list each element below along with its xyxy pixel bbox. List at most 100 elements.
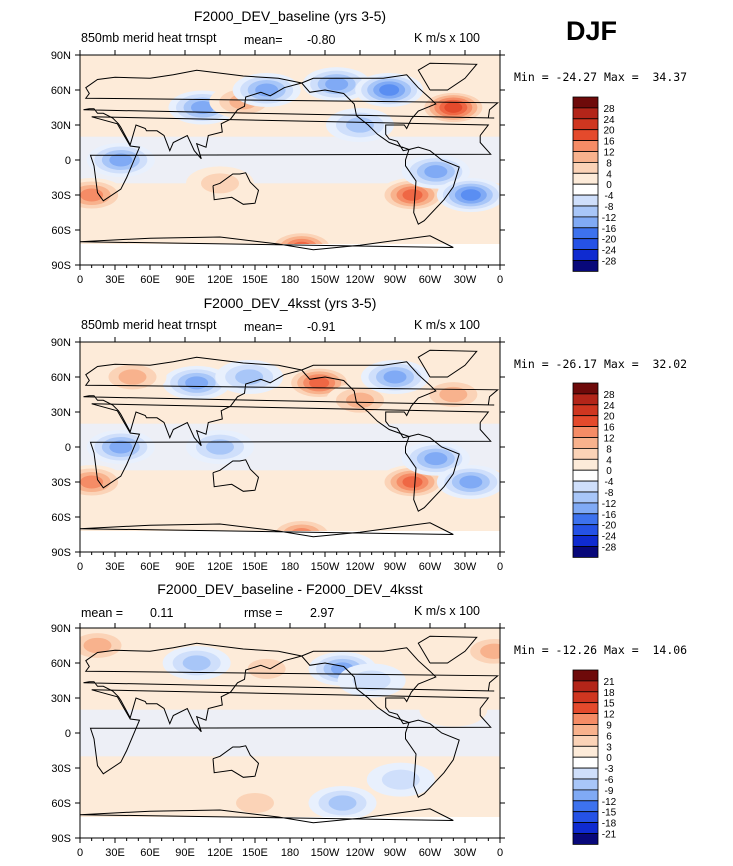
colorbar-label: -8: [605, 202, 614, 213]
colorbar-label: -4: [605, 191, 614, 202]
colorbar-box: [572, 382, 599, 395]
colorbar-label: 28: [603, 104, 615, 115]
colorbar-label: -4: [605, 477, 614, 488]
field-feature: [352, 670, 391, 691]
colorbar-label: 24: [603, 401, 615, 412]
field-feature: [255, 83, 279, 97]
y-tick-label: 60S: [51, 798, 71, 810]
field-feature: [424, 452, 448, 466]
colorbar-label: -3: [605, 764, 614, 775]
y-tick-label: 30S: [51, 477, 71, 489]
colorbar-label: 8: [606, 158, 612, 169]
colorbar-label: -21: [602, 830, 617, 841]
coastline: [80, 522, 454, 538]
field-feature: [185, 376, 209, 390]
colorbar-box: [572, 713, 599, 725]
y-tick-label: 30S: [51, 190, 71, 202]
y-tick-label: 90N: [51, 623, 71, 635]
colorbar-box: [572, 724, 599, 736]
map-panel-2: 0 30E 60E 90E 120E 150E 180 150W 120W 90W 60W 30W 09…: [51, 337, 505, 573]
y-tick-label: 90S: [51, 260, 71, 272]
colorbar-label: 6: [606, 731, 612, 742]
field-feature: [191, 101, 214, 114]
x-tick-label: 120E: [207, 274, 233, 286]
field-feature: [247, 658, 286, 679]
colorbar-box: [572, 216, 599, 229]
colorbar-box: [572, 260, 599, 272]
coastline: [80, 235, 454, 251]
colorbar-box: [572, 811, 599, 824]
x-tick-label: 0: [77, 274, 83, 286]
x-tick-label: 30E: [105, 561, 125, 573]
colorbar-box: [572, 822, 599, 834]
colorbar-label: -18: [602, 819, 617, 830]
field-feature: [206, 439, 234, 455]
y-tick-label: 0: [65, 728, 71, 740]
colorbar-box: [572, 745, 599, 758]
colorbar-label: 8: [606, 444, 612, 455]
field-feature: [444, 102, 463, 113]
x-tick-label: 180: [281, 274, 299, 286]
coastline: [301, 361, 437, 439]
panel-1-variable: 850mb merid heat trnspt: [81, 31, 217, 45]
y-tick-label: 0: [65, 155, 71, 167]
x-tick-label: 30W: [454, 847, 477, 859]
map-panel-1: 0 30E 60E 90E 120E 150E 180 150W 120W 90W 60W 30W 09…: [51, 50, 505, 286]
field-feature: [402, 476, 423, 488]
coastline: [405, 146, 460, 225]
colorbar-label: -12: [602, 213, 617, 224]
colorbar-label: 20: [603, 126, 615, 137]
y-tick-label: 90S: [51, 547, 71, 559]
x-tick-label: 0: [77, 847, 83, 859]
colorbar-label: -20: [602, 235, 617, 246]
field-feature: [346, 117, 374, 133]
colorbar-label: 28: [603, 390, 615, 401]
colorbar-box: [572, 735, 599, 747]
colorbar-label: 4: [606, 169, 612, 180]
colorbar-box: [572, 183, 599, 196]
colorbar-box: [572, 426, 599, 438]
x-tick-label: 30E: [105, 847, 125, 859]
panel-2-mean-value: -0.91: [307, 320, 336, 334]
y-tick-label: 30N: [51, 120, 71, 132]
panel-2-units: K m/s x 100: [414, 318, 480, 332]
colorbar-box: [572, 161, 599, 174]
colorbar-box: [572, 546, 599, 558]
panel-2-mean-label: mean=: [244, 320, 283, 334]
coastline: [301, 74, 437, 152]
colorbar-box: [572, 480, 599, 493]
x-tick-label: 120W: [346, 561, 375, 573]
x-tick-label: 0: [497, 561, 503, 573]
coastline: [405, 433, 460, 512]
colorbar-box: [572, 249, 599, 261]
colorbar-box: [572, 458, 599, 471]
x-tick-label: 150E: [242, 274, 268, 286]
colorbar-label: -15: [602, 808, 617, 819]
colorbar-label: -12: [602, 499, 617, 510]
field-feature: [325, 77, 349, 91]
field-feature: [235, 369, 264, 385]
colorbar-label: 0: [606, 180, 612, 191]
colorbar-label: -6: [605, 775, 614, 786]
x-tick-label: 150E: [242, 847, 268, 859]
colorbar-label: 20: [603, 412, 615, 423]
x-tick-label: 90E: [175, 561, 195, 573]
antarctica-mask: [80, 531, 500, 552]
field-feature: [118, 369, 147, 385]
colorbar-box: [572, 227, 599, 240]
coastline: [80, 808, 454, 824]
colorbar-label: 12: [603, 434, 615, 445]
colorbar-box: [572, 524, 599, 537]
colorbar-label: 9: [606, 721, 612, 732]
x-tick-label: 90W: [384, 561, 407, 573]
panel-1-mean-label: mean=: [244, 33, 283, 47]
colorbar-box: [572, 238, 599, 250]
field-feature: [381, 769, 420, 790]
field-feature: [346, 392, 374, 409]
coastline: [89, 689, 492, 775]
colorbar-box: [572, 393, 599, 406]
colorbar-box: [572, 415, 599, 428]
